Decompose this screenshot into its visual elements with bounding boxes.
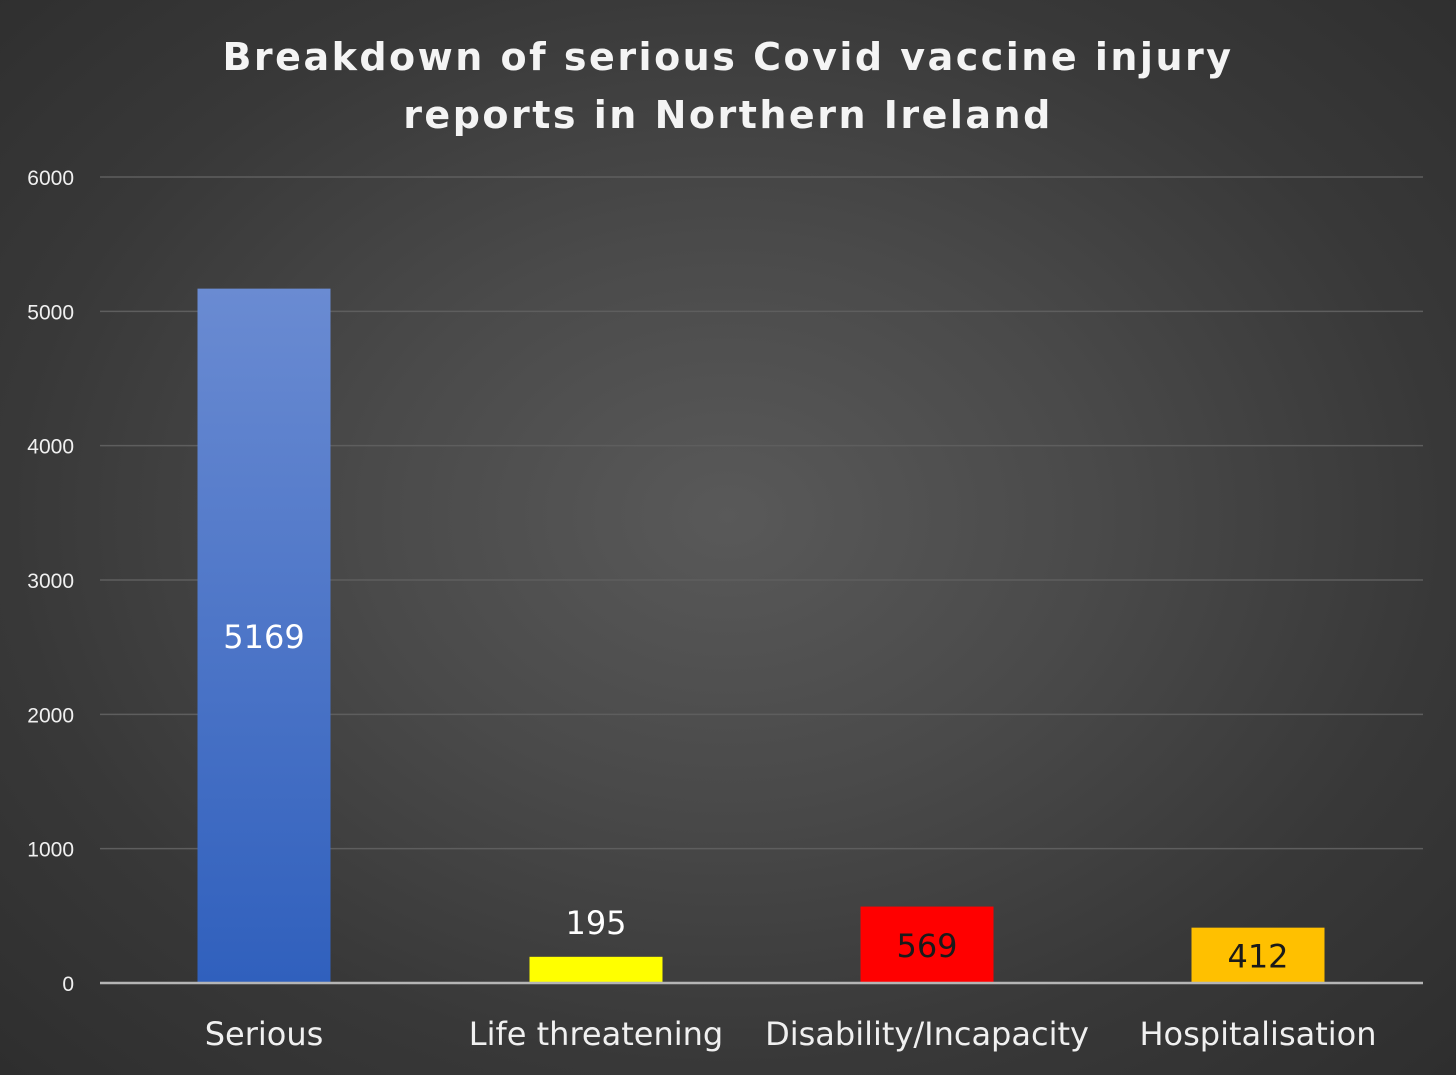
data-label: 5169: [223, 618, 304, 656]
x-tick-label: Life threatening: [469, 1015, 723, 1053]
y-tick-label: 6000: [27, 167, 74, 190]
data-label: 412: [1227, 937, 1288, 975]
y-tick-label: 4000: [27, 436, 74, 459]
bars: [197, 288, 1325, 984]
y-tick-label: 0: [62, 973, 74, 996]
x-tick-label: Hospitalisation: [1139, 1015, 1376, 1053]
data-labels: 5169 195 569 412: [223, 618, 1288, 976]
x-axis: Serious Life threatening Disability/Incapa…: [205, 1015, 1377, 1053]
data-label: 569: [896, 927, 957, 965]
chart-title: Breakdown of serious Covid vaccine injur…: [222, 35, 1234, 137]
data-label: 195: [565, 904, 626, 942]
y-axis: 0 1000 2000 3000 4000 5000 6000: [27, 167, 74, 996]
y-tick-label: 5000: [27, 301, 74, 324]
x-tick-label: Serious: [205, 1015, 324, 1053]
x-tick-label: Disability/Incapacity: [765, 1015, 1089, 1053]
bar: [1191, 927, 1325, 983]
y-tick-label: 3000: [27, 570, 74, 593]
bar: [860, 906, 994, 983]
y-tick-label: 1000: [27, 839, 74, 862]
y-tick-label: 2000: [27, 704, 74, 727]
bar: [529, 956, 663, 983]
bar: [197, 288, 331, 984]
